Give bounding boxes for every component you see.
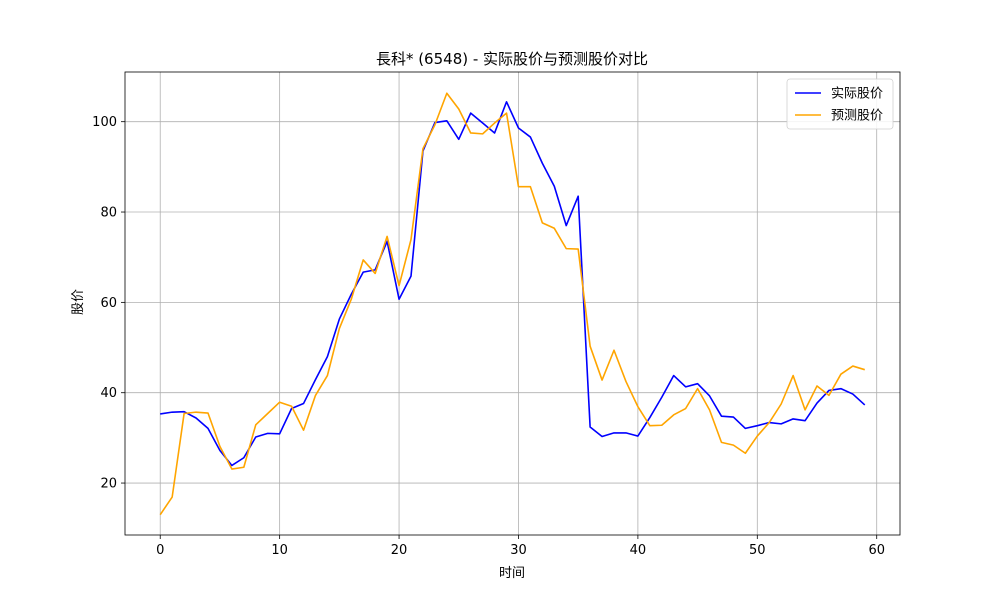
y-tick-label: 40 (100, 386, 117, 401)
y-tick-label: 60 (100, 296, 117, 311)
series-layer (159, 92, 866, 516)
x-tick-label: 50 (749, 543, 766, 558)
axis-ticks: 0 10 20 30 40 50 60 20 40 60 80 100 (92, 115, 885, 558)
series-line-2 (159, 92, 866, 516)
x-tick-label: 60 (868, 543, 885, 558)
chart-title: 長科* (6548) - 实际股价与预测股价对比 (376, 50, 648, 68)
x-tick-label: 0 (156, 543, 164, 558)
y-tick-label: 80 (100, 206, 117, 221)
y-tick-label: 20 (100, 477, 117, 492)
x-tick-label: 30 (510, 543, 527, 558)
legend-label-1: 实际股价 (831, 87, 883, 102)
legend-box (786, 78, 894, 130)
plot-frame (124, 71, 901, 536)
y-tick-label: 100 (92, 115, 117, 130)
y-axis-label: 股价 (71, 289, 86, 315)
x-tick-label: 10 (271, 543, 288, 558)
x-tick-label: 40 (630, 543, 647, 558)
series-line-1 (160, 101, 866, 467)
grid-lines (125, 72, 900, 535)
legend-label-2: 预测股价 (831, 109, 883, 124)
x-tick-label: 20 (391, 543, 408, 558)
x-axis-label: 时间 (499, 566, 525, 581)
